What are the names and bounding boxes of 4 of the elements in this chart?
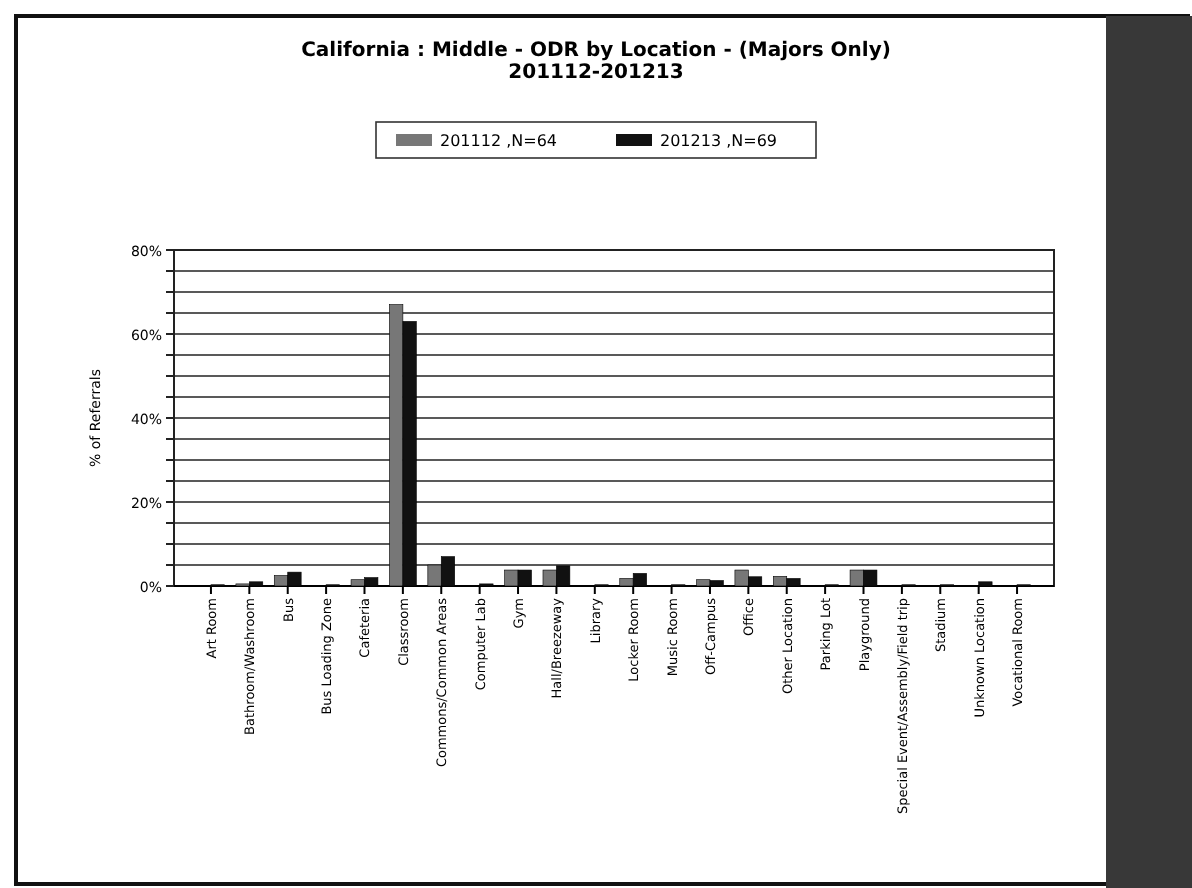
legend-label: 201213 ,N=69 xyxy=(660,132,777,150)
legend-label: 201112 ,N=64 xyxy=(440,132,557,150)
chart-title: California : Middle - ODR by Location - (Majors Only) xyxy=(301,40,891,62)
chart-subtitle: 201112-201213 xyxy=(508,62,684,84)
